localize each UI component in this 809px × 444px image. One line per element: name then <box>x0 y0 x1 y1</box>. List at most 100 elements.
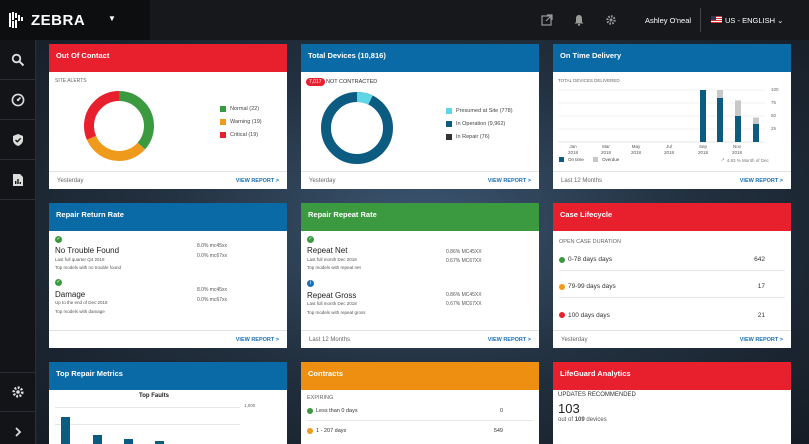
card-footer: Yesterday VIEW REPORT > <box>301 171 539 189</box>
bar-on-time[interactable] <box>717 97 723 142</box>
legend-label: Overdue <box>602 157 620 162</box>
row-value: 17 <box>757 283 765 290</box>
gear-icon <box>12 386 24 398</box>
bar-overdue[interactable] <box>735 100 741 116</box>
footer-period: Yesterday <box>561 336 588 343</box>
x-tick-label: Jan 2018 <box>563 144 583 156</box>
metric-subtitle: Up to the end of Dec 2018 <box>55 300 108 305</box>
view-report-link[interactable]: VIEW REPORT > <box>487 336 531 343</box>
logo-block[interactable]: ZEBRA ▼ <box>0 0 150 40</box>
card-title: Top Repair Metrics <box>49 362 287 390</box>
footer-period: Last 12 Months <box>561 177 603 184</box>
view-report-link[interactable]: VIEW REPORT > <box>487 177 531 184</box>
view-report-link[interactable]: VIEW REPORT > <box>235 336 279 343</box>
footer-period: Yesterday <box>57 177 84 184</box>
chart-title: Top Faults <box>139 393 169 399</box>
updates-count: 103 <box>558 401 580 416</box>
legend-item-in-repair: In Repair (76) <box>446 134 490 140</box>
card-title: Out Of Contact <box>49 44 287 72</box>
view-report-link[interactable]: VIEW REPORT > <box>739 177 783 184</box>
x-tick-year: 2018 <box>663 150 674 155</box>
legend-item-on-time: On time <box>559 157 584 162</box>
row-value: 0 <box>499 408 503 414</box>
external-link-icon[interactable] <box>541 14 553 26</box>
card-footer: Yesterday VIEW REPORT > <box>49 171 287 189</box>
case-duration-row[interactable]: 0-78 days days 642 <box>559 249 785 271</box>
language-selector[interactable]: US - ENGLISH ⌄ <box>725 16 783 25</box>
metric-value: 0.67% MC67XX <box>446 258 482 264</box>
bar-overdue[interactable] <box>717 90 723 98</box>
legend-item-normal: Normal (22) <box>220 106 259 112</box>
check-icon: ✓ <box>307 236 314 243</box>
metric-title: Damage <box>55 290 86 299</box>
legend-item-critical: Critical (19) <box>220 132 258 138</box>
sidebar-item-settings[interactable] <box>0 372 36 412</box>
sidebar-item-search[interactable] <box>0 40 36 80</box>
status-dot <box>559 312 565 318</box>
x-tick-label: May 2018 <box>626 144 646 156</box>
user-name[interactable]: Ashley O'neal <box>645 16 692 25</box>
metric-caption: Top models with damage <box>55 309 105 314</box>
gridline <box>55 407 240 408</box>
metric-title: Repeat Net <box>307 246 348 255</box>
fault-bar <box>61 417 70 444</box>
section-label: TOTAL DEVICES DELIVERED <box>558 78 620 83</box>
gear-icon[interactable] <box>605 14 617 26</box>
card-footer: Last 12 Months VIEW REPORT > <box>553 171 791 189</box>
metric-value: 8.0% mc45xx <box>197 287 228 293</box>
card-title: Total Devices (10,816) <box>301 44 539 72</box>
row-value: 21 <box>757 311 765 319</box>
status-dot <box>559 283 565 290</box>
sidebar-expand[interactable] <box>0 412 36 444</box>
top-divider <box>700 8 701 32</box>
case-duration-row[interactable]: 100 days days 21 <box>559 304 785 326</box>
legend-label: Normal (22) <box>230 106 260 112</box>
logo-text: ZEBRA <box>31 11 86 29</box>
case-duration-row[interactable]: 79-99 days days 17 <box>559 276 785 298</box>
view-report-link[interactable]: VIEW REPORT > <box>235 177 279 184</box>
section-label: OPEN CASE DURATION <box>559 239 621 245</box>
language-label: US - ENGLISH <box>725 16 776 25</box>
legend-swatch <box>220 132 226 138</box>
legend-item-in-operation: In Operation (9,962) <box>446 121 505 127</box>
bar-overdue[interactable] <box>753 117 759 124</box>
search-icon <box>11 53 25 66</box>
card-repair-repeat-rate: Repair Repeat Rate ✓ Repeat Net Last ful… <box>301 203 539 348</box>
card-lifeguard-analytics: LifeGuard Analytics UPDATES RECOMMENDED … <box>553 362 791 444</box>
chevron-down-icon[interactable]: ▼ <box>108 14 116 23</box>
sidebar-item-reports[interactable] <box>0 160 36 200</box>
out-of-count: 109 <box>574 417 585 423</box>
row-value: 549 <box>493 427 503 434</box>
bar-on-time[interactable] <box>753 123 759 142</box>
bell-icon[interactable] <box>573 14 585 26</box>
sidebar-item-dashboard[interactable] <box>0 80 36 120</box>
view-report-link[interactable]: VIEW REPORT > <box>739 336 783 343</box>
section-label: EXPIRING <box>307 395 334 401</box>
card-contracts: Contracts EXPIRING Less than 0 days 0 1 … <box>301 362 539 444</box>
legend-swatch <box>446 134 452 140</box>
legend-label: Critical (19) <box>230 132 259 138</box>
contract-expiry-row[interactable]: Less than 0 days 0 <box>307 402 533 421</box>
contract-expiry-row[interactable]: 1 - 207 days 549 <box>307 421 533 440</box>
not-contracted-badge: 7,017 <box>306 78 325 86</box>
speedometer-icon <box>11 93 25 106</box>
x-tick-label: Nov 2018 <box>727 144 747 156</box>
metric-value: 0.86% MC45XX <box>446 292 482 298</box>
x-tick-year: 2018 <box>630 150 641 155</box>
card-title: Repair Return Rate <box>49 203 287 231</box>
bar-on-time[interactable] <box>735 116 741 142</box>
legend-label: In Operation (9,962) <box>456 121 506 127</box>
chevron-right-icon <box>15 427 22 437</box>
card-title: Case Lifecycle <box>553 203 791 231</box>
x-tick-month: Mar <box>602 144 610 149</box>
metric-value: 0.86% MC45XX <box>446 249 482 255</box>
donut-slice-critical <box>84 91 154 161</box>
report-icon <box>13 173 23 186</box>
note-text: 4.83 % Month of Dec <box>726 157 769 163</box>
card-title: On Time Delivery <box>553 44 791 72</box>
sidebar-item-security[interactable] <box>0 120 36 160</box>
x-tick-year: 2018 <box>731 150 742 155</box>
legend-swatch <box>593 157 598 162</box>
bar-on-time[interactable] <box>700 90 706 142</box>
zebra-logo-icon <box>9 12 23 28</box>
